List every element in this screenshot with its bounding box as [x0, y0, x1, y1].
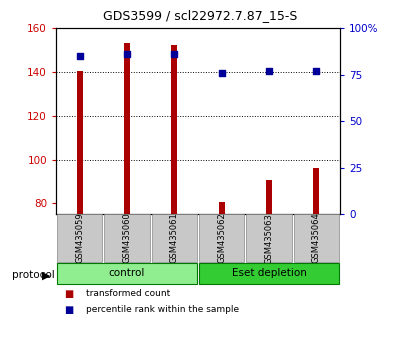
Text: percentile rank within the sample: percentile rank within the sample [86, 305, 239, 314]
Bar [294, 214, 339, 262]
Bar [314, 168, 319, 214]
Bar [77, 71, 82, 214]
Point [266, 68, 272, 74]
Text: protocol: protocol [12, 270, 55, 280]
Bar [104, 214, 150, 262]
Text: GSM435064: GSM435064 [312, 213, 321, 263]
Bar [199, 263, 339, 284]
Point [76, 53, 83, 59]
Text: ■: ■ [64, 289, 73, 299]
Text: GSM435063: GSM435063 [264, 213, 274, 263]
Bar [57, 263, 197, 284]
Text: ▶: ▶ [42, 270, 50, 280]
Text: GSM435059: GSM435059 [75, 213, 84, 263]
Bar [266, 180, 272, 214]
Text: Eset depletion: Eset depletion [232, 268, 306, 279]
Bar [246, 214, 292, 262]
Bar [172, 45, 177, 214]
Text: control: control [109, 268, 145, 279]
Text: GSM435062: GSM435062 [217, 213, 226, 263]
Point [218, 70, 225, 76]
Bar [57, 214, 102, 262]
Text: GDS3599 / scl22972.7.87_15-S: GDS3599 / scl22972.7.87_15-S [103, 9, 297, 22]
Text: GSM435060: GSM435060 [122, 213, 132, 263]
Bar [124, 42, 130, 214]
Point [313, 68, 320, 74]
Point [124, 51, 130, 57]
Bar [219, 202, 224, 214]
Text: ■: ■ [64, 305, 73, 315]
Bar [152, 214, 197, 262]
Text: GSM435061: GSM435061 [170, 213, 179, 263]
Point [171, 51, 178, 57]
Bar [199, 214, 244, 262]
Text: transformed count: transformed count [86, 289, 170, 298]
